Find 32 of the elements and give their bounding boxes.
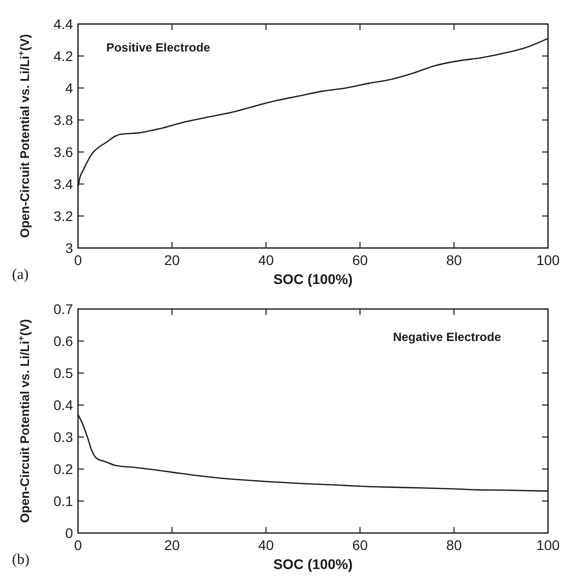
y-tick-label: 0.7 bbox=[54, 301, 74, 317]
y-tick-label: 0.4 bbox=[54, 397, 74, 413]
x-tick-label: 60 bbox=[352, 537, 368, 553]
y-tick-label: 3.2 bbox=[54, 208, 74, 224]
y-tick-label: 4 bbox=[65, 80, 74, 96]
y-tick-label: 0.1 bbox=[54, 493, 74, 509]
annotation: Positive Electrode bbox=[106, 40, 211, 54]
x-axis-title: SOC (100%) bbox=[273, 271, 353, 287]
y-tick-label: 4.4 bbox=[54, 16, 74, 32]
x-tick-label: 20 bbox=[164, 537, 180, 553]
y-tick-label: 3.8 bbox=[54, 112, 74, 128]
y-tick-label: 3 bbox=[65, 240, 74, 256]
y-tick-label: 3.6 bbox=[54, 144, 74, 160]
text: (a) bbox=[12, 267, 29, 283]
y-tick-label: 0.5 bbox=[54, 365, 74, 381]
x-axis-title: SOC (100%) bbox=[273, 556, 353, 572]
x-tick-label: 40 bbox=[258, 252, 274, 268]
y-tick-label: 3.4 bbox=[54, 176, 74, 192]
x-tick-label: 100 bbox=[536, 537, 560, 553]
annotation: Negative Electrode bbox=[392, 330, 502, 344]
y-tick-label: 0.2 bbox=[54, 461, 74, 477]
x-tick-label: 80 bbox=[446, 252, 462, 268]
y-tick-label: 0.3 bbox=[54, 429, 74, 445]
x-tick-label: 60 bbox=[352, 252, 368, 268]
y-tick-label: 0.6 bbox=[54, 333, 74, 349]
x-tick-label: 80 bbox=[446, 537, 462, 553]
y-tick-label: 0 bbox=[65, 525, 74, 541]
x-tick-label: 20 bbox=[164, 252, 180, 268]
x-tick-label: 40 bbox=[258, 537, 274, 553]
text: (b) bbox=[12, 552, 30, 568]
y-tick-label: 4.2 bbox=[54, 48, 74, 64]
x-tick-label: 100 bbox=[536, 252, 560, 268]
